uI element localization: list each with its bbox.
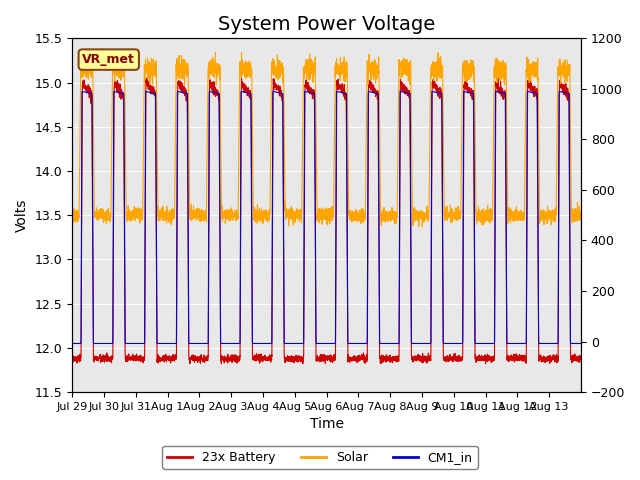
Legend: 23x Battery, Solar, CM1_in: 23x Battery, Solar, CM1_in: [163, 446, 477, 469]
Text: VR_met: VR_met: [83, 53, 135, 66]
Title: System Power Voltage: System Power Voltage: [218, 15, 435, 34]
X-axis label: Time: Time: [310, 418, 344, 432]
Y-axis label: Volts: Volts: [15, 199, 29, 232]
